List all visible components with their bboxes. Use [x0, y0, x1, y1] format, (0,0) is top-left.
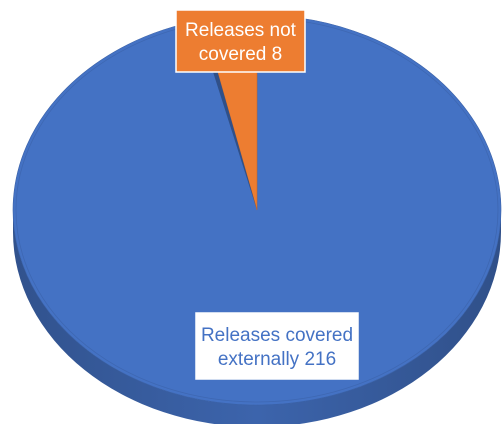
data-label-line: covered 8 [199, 44, 282, 65]
data-label-line: Releases covered [201, 325, 353, 346]
data-label-not-covered: Releases not covered 8 [175, 9, 306, 73]
data-label-line: externally 216 [218, 349, 336, 370]
data-label-covered-externally: Releases covered externally 216 [195, 312, 359, 380]
data-label-box [195, 312, 359, 380]
data-label-line: Releases not [185, 20, 297, 41]
data-label-box [175, 9, 306, 73]
